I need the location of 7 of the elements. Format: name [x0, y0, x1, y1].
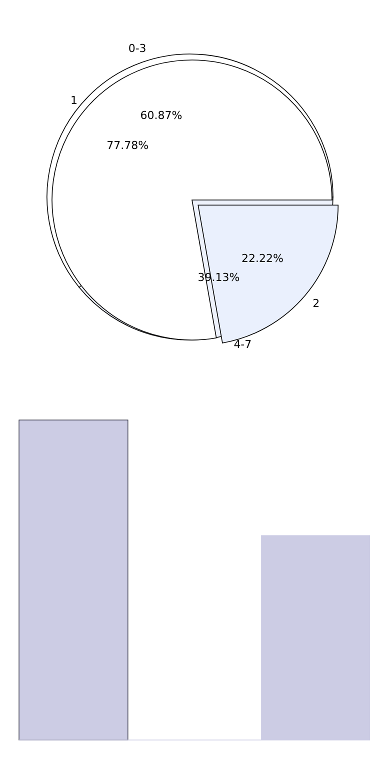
- slice-label: 4-7: [234, 338, 252, 352]
- slice-label: 0-3: [128, 42, 146, 55]
- data-label: 77.78%: [106, 139, 149, 152]
- slice-label: 1: [70, 94, 78, 108]
- data-label: 22.22%: [242, 252, 284, 266]
- slice-label: 2: [312, 297, 320, 310]
- data-label: 60.87%: [140, 109, 182, 122]
